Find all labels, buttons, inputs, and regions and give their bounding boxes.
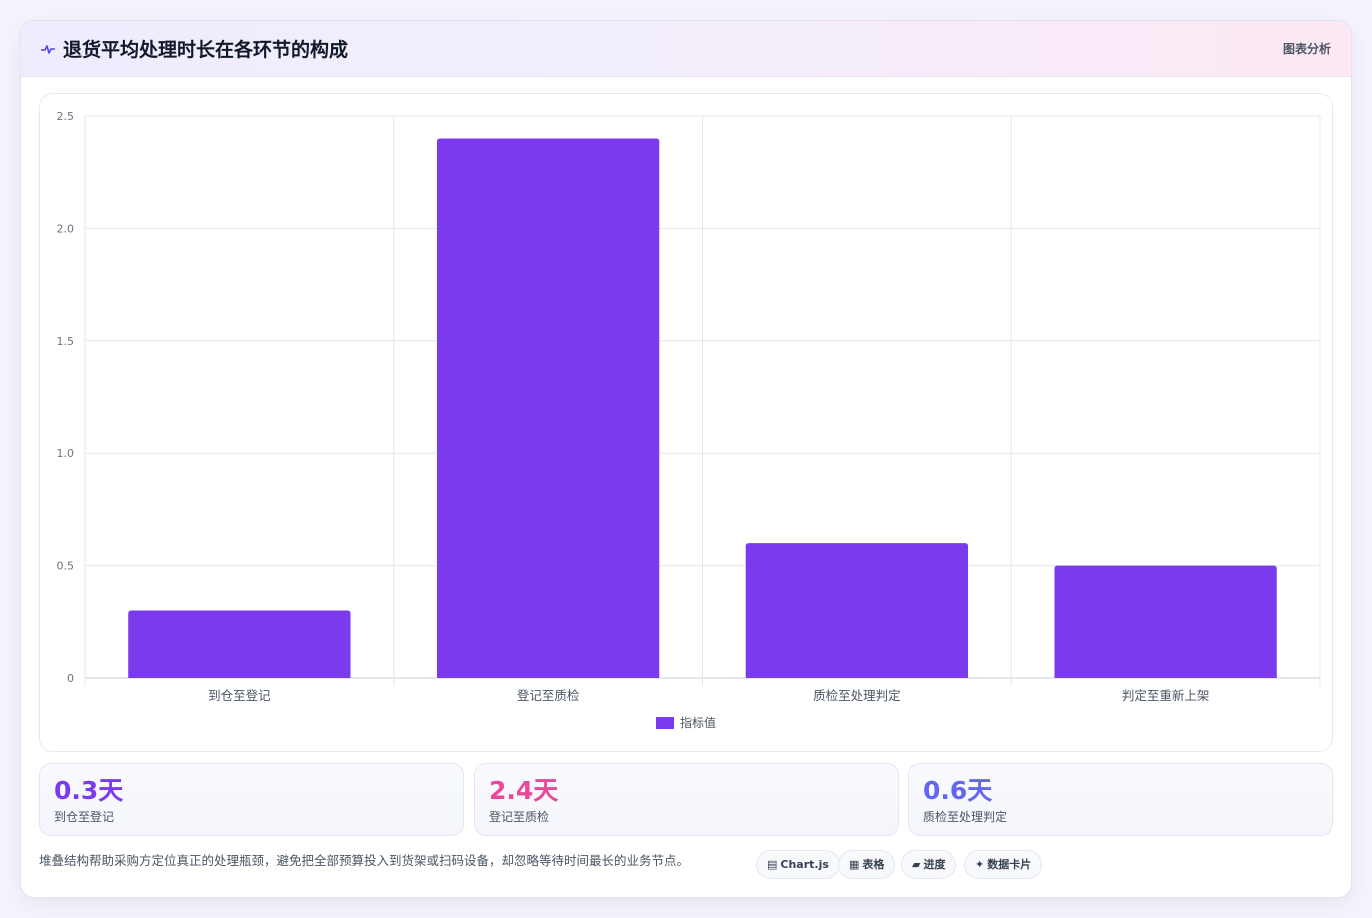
bar xyxy=(128,610,351,678)
y-tick-label: 1.5 xyxy=(57,335,75,348)
chip-label: 进度 xyxy=(923,858,946,871)
x-tick-label: 登记至质检 xyxy=(517,688,580,703)
pulse-icon xyxy=(41,45,55,54)
bar-chart: 0 0.5 1.0 1.5 2.0 2.5 到仓至登记 登记至质检 质检至处理判定 判定至重新上架… xyxy=(57,110,1321,730)
x-tick-label: 质检至处理判定 xyxy=(813,688,901,703)
stat-card-inspection: 2.4天 登记至质检 xyxy=(474,763,899,836)
bar xyxy=(436,138,660,679)
sparkle-icon: ✦ xyxy=(975,858,985,871)
chip-chartjs[interactable]: ▤ Chart.js xyxy=(756,850,840,879)
stat-value: 2.4天 xyxy=(489,776,559,805)
chip-data-card[interactable]: ✦ 数据卡片 xyxy=(964,850,1043,879)
x-tick-label: 判定至重新上架 xyxy=(1122,688,1210,703)
table-icon: ▦ xyxy=(849,858,860,871)
card-header: 退货平均处理时长在各环节的构成 图表分析 xyxy=(21,21,1351,77)
legend-swatch xyxy=(656,717,674,729)
progress-icon: ▰ xyxy=(912,858,921,871)
chart-icon: ▤ xyxy=(767,858,778,871)
stat-card-judgement: 0.6天 质检至处理判定 xyxy=(908,763,1333,836)
y-tick-label: 0.5 xyxy=(57,560,75,573)
y-tick-label: 1.0 xyxy=(57,447,75,460)
chip-label: 表格 xyxy=(862,858,885,871)
bar xyxy=(1054,565,1277,678)
chart-card: 退货平均处理时长在各环节的构成 图表分析 0 0.5 1.0 1.5 2.0 2.5 到仓至… xyxy=(20,20,1352,898)
legend-label: 指标值 xyxy=(680,715,716,730)
y-tick-label: 0 xyxy=(67,672,74,685)
x-tick-label: 到仓至登记 xyxy=(208,688,271,703)
bar xyxy=(745,543,969,678)
chip-table[interactable]: ▦ 表格 xyxy=(838,850,896,879)
chart-panel: 0 0.5 1.0 1.5 2.0 2.5 到仓至登记 登记至质检 质检至处理判定 判定至重新上架… xyxy=(39,93,1333,752)
y-tick-label: 2.0 xyxy=(57,222,75,235)
stat-value: 0.6天 xyxy=(923,776,993,805)
stat-label: 到仓至登记 xyxy=(54,810,115,824)
chart-analysis-tag: 图表分析 xyxy=(1282,42,1331,56)
y-tick-label: 2.5 xyxy=(57,110,75,123)
stat-label: 登记至质检 xyxy=(489,810,550,824)
chip-progress[interactable]: ▰ 进度 xyxy=(901,850,957,879)
stat-value: 0.3天 xyxy=(54,776,124,805)
chip-label: Chart.js xyxy=(780,858,829,871)
chip-label: 数据卡片 xyxy=(987,858,1032,871)
stat-card-arrival: 0.3天 到仓至登记 xyxy=(39,763,464,836)
page-title: 退货平均处理时长在各环节的构成 xyxy=(63,39,349,61)
footnote: 堆叠结构帮助采购方定位真正的处理瓶颈，避免把全部预算投入到货架或扫码设备，却忽略… xyxy=(39,853,690,868)
stat-label: 质检至处理判定 xyxy=(923,810,1008,824)
